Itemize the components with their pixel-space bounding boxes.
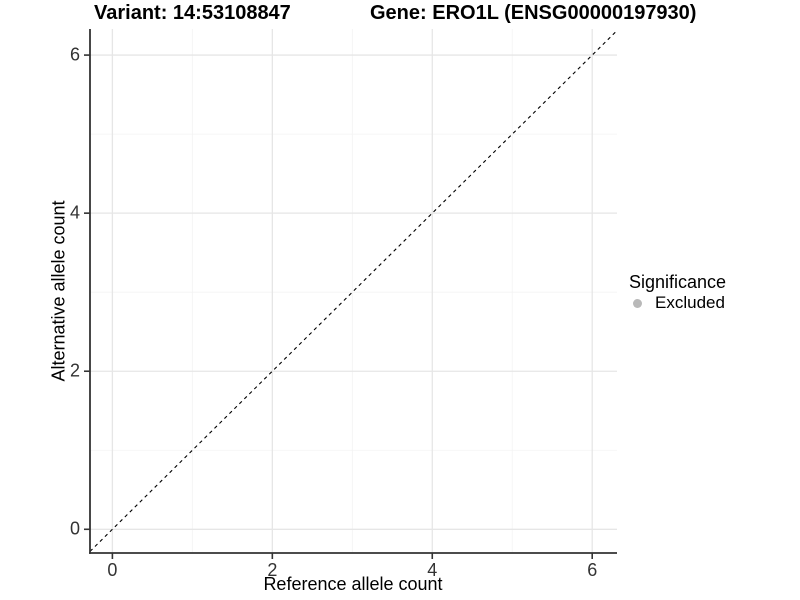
identity-reference-line xyxy=(89,30,618,552)
legend-item-excluded: Excluded xyxy=(629,293,726,313)
legend-point-icon xyxy=(633,298,642,308)
y-tick-label: 2 xyxy=(69,360,80,381)
plot-title-variant: Variant: 14:53108847 xyxy=(94,2,291,24)
y-tick-label: 4 xyxy=(69,202,80,223)
x-tick-label: 2 xyxy=(267,560,278,580)
legend-item-label: Excluded xyxy=(655,293,725,312)
legend-title: Significance xyxy=(629,272,727,292)
x-tick-label: 0 xyxy=(107,560,118,580)
plot-panel-canvas xyxy=(84,29,618,559)
x-tick-label: 4 xyxy=(427,560,438,580)
plot-title-gene: Gene: ERO1L (ENSG00000197930) xyxy=(370,2,697,24)
y-axis-title: Alternative allele count xyxy=(48,200,69,382)
legend: Significance Excluded xyxy=(629,272,726,313)
y-tick-label: 6 xyxy=(69,44,80,65)
x-tick-label: 6 xyxy=(587,560,598,580)
x-axis-title: Reference allele count xyxy=(263,574,443,594)
y-tick-label: 0 xyxy=(69,518,80,539)
